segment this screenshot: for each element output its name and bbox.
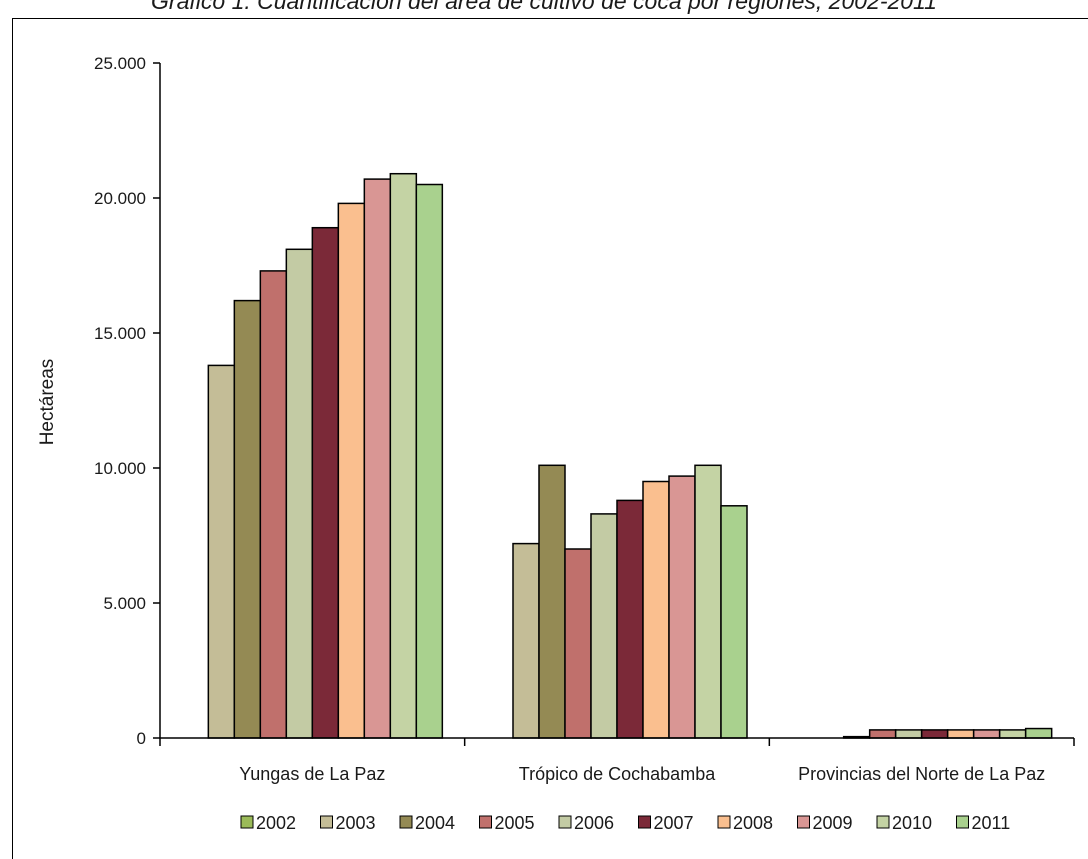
legend-label: 2003 [336,813,376,833]
plot-area [207,172,1053,739]
legend-label: 2010 [892,813,932,833]
legend-label: 2007 [654,813,694,833]
bar [1024,727,1053,739]
legend-swatch [876,815,890,829]
bar [207,364,236,739]
legend-label: 2011 [972,813,1011,833]
legend-swatch [956,815,969,829]
legend-label: 2004 [415,813,455,833]
bar [720,505,748,739]
y-ticks: 0 5.000 10.000 15.000 20.000 25.000 [94,54,160,748]
bar [868,729,897,739]
legend-label: 2009 [813,813,853,833]
x-tick-label: Trópico de Cochabamba [519,764,716,784]
legend-swatch [797,815,810,829]
chart-title: Gráfico 1. Cuantificación del área de cu… [151,0,937,14]
y-tick-label: 15.000 [94,324,146,343]
bar [920,729,949,739]
x-ticks: Yungas de La Paz Trópico de Cochabamba Pro… [159,738,1075,784]
bar [389,172,418,739]
bar [564,548,592,739]
y-tick-label: 10.000 [94,459,146,478]
bar [590,513,618,739]
bar [972,729,1001,739]
bar [512,542,540,739]
bar [337,202,366,739]
legend-swatch [399,815,413,829]
legend-swatch [717,815,731,829]
legend-swatch [320,815,333,829]
legend-label: 2002 [256,813,296,833]
legend: 2002 2003 2004 2005 2006 2007 2008 2009 2010 2011 [240,813,1011,833]
bar [259,270,288,739]
bar [415,183,444,739]
bar [998,729,1027,739]
legend-swatch [638,815,651,829]
bar [538,464,566,739]
y-axis-label: Hectáreas [37,359,58,446]
bar [311,226,340,739]
bar [233,299,262,739]
legend-swatch [479,815,492,829]
legend-label: 2006 [574,813,614,833]
x-tick-label: Yungas de La Paz [239,764,385,784]
legend-swatch [240,815,254,829]
y-tick-label: 5.000 [103,594,146,613]
bar [694,464,722,739]
legend-label: 2005 [495,813,535,833]
chart-frame [12,18,1088,859]
legend-label: 2008 [733,813,773,833]
legend-swatch [558,815,572,829]
y-tick-label: 0 [137,729,146,748]
bar [642,480,670,739]
bar [668,475,696,739]
bar [616,499,644,739]
x-tick-label: Provincias del Norte de La Paz [798,764,1045,784]
bar [894,729,923,739]
y-tick-label: 25.000 [94,54,146,73]
bar [363,178,392,739]
y-tick-label: 20.000 [94,189,146,208]
bar [946,729,975,739]
bar [285,248,314,739]
